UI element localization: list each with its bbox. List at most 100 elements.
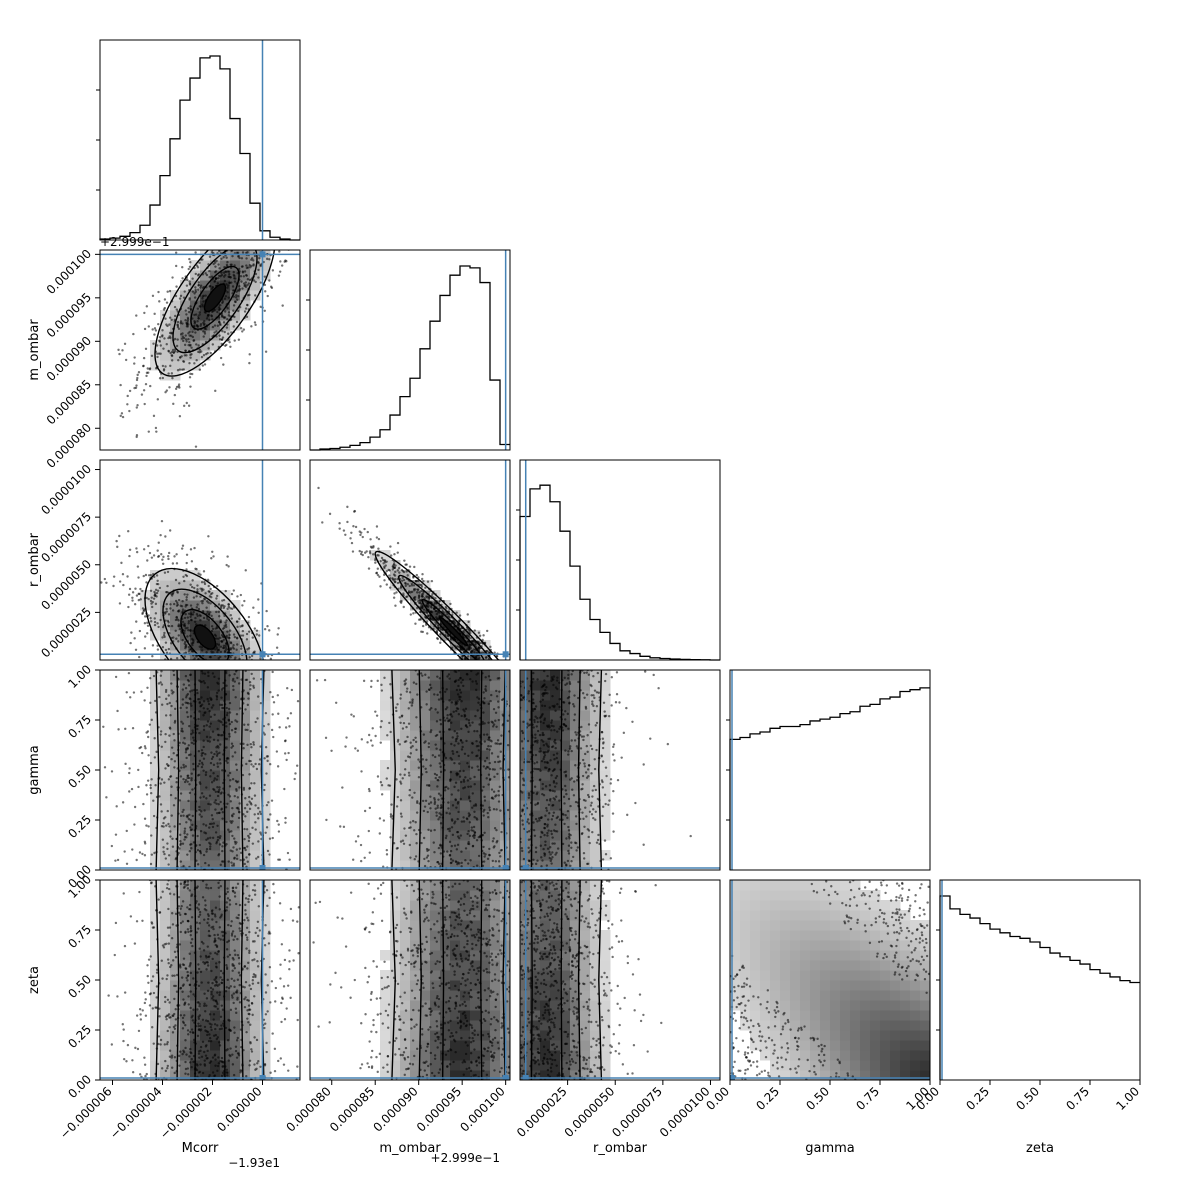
density-cell	[230, 750, 241, 761]
scatter-point	[110, 844, 114, 848]
scatter-point	[495, 689, 498, 693]
density-cell	[410, 680, 421, 691]
scatter-point	[165, 607, 168, 611]
scatter-point	[388, 586, 392, 589]
scatter-point	[213, 777, 217, 780]
density-cell	[160, 750, 171, 761]
scatter-point	[225, 820, 228, 824]
scatter-point	[158, 795, 161, 798]
scatter-point	[209, 722, 212, 725]
scatter-point	[160, 703, 164, 706]
scatter-point	[487, 816, 490, 819]
density-cell	[200, 810, 211, 821]
scatter-point	[210, 287, 213, 291]
scatter-point	[189, 697, 192, 701]
scatter-point	[248, 630, 251, 633]
scatter-point	[492, 807, 496, 811]
scatter-point	[250, 672, 253, 676]
scatter-point	[168, 734, 171, 737]
density-cell	[410, 850, 421, 861]
scatter-point	[416, 591, 419, 594]
scatter-point	[253, 321, 257, 324]
scatter-point	[315, 679, 319, 682]
density-cell	[440, 720, 451, 731]
scatter-point	[183, 838, 186, 841]
scatter-point	[93, 632, 95, 634]
density-cell	[250, 730, 261, 741]
scatter-point	[218, 843, 222, 846]
scatter-point	[200, 680, 203, 684]
density-cell	[210, 620, 221, 631]
contour-level	[193, 624, 217, 650]
scatter-point	[187, 267, 190, 271]
scatter-point	[152, 414, 156, 418]
density-cell	[150, 710, 161, 721]
scatter-point	[154, 602, 158, 606]
scatter-point	[164, 648, 168, 652]
scatter-point	[257, 232, 259, 234]
scatter-point	[231, 864, 234, 867]
scatter-point	[149, 761, 153, 765]
density-cell	[450, 830, 461, 841]
scatter-point	[173, 760, 177, 763]
scatter-point	[278, 689, 280, 691]
scatter-point	[208, 740, 212, 743]
scatter-point	[349, 537, 352, 540]
scatter-point	[204, 771, 208, 774]
scatter-point	[155, 595, 158, 598]
density-cell	[180, 690, 191, 701]
scatter-point	[185, 561, 188, 565]
scatter-point	[181, 610, 184, 613]
truth-marker	[502, 651, 509, 658]
scatter-point	[198, 645, 201, 648]
scatter-point	[286, 851, 290, 855]
scatter-point	[142, 574, 145, 578]
density-cell	[230, 690, 241, 701]
scatter-point	[455, 611, 458, 614]
scatter-point	[472, 804, 476, 807]
scatter-point	[165, 389, 169, 392]
scatter-point	[207, 313, 210, 317]
scatter-point	[187, 650, 191, 653]
scatter-point	[173, 337, 177, 341]
scatter-point	[183, 742, 187, 745]
scatter-point	[217, 237, 219, 239]
scatter-point	[258, 634, 261, 637]
scatter-point	[210, 698, 213, 702]
scatter-point	[460, 780, 463, 784]
density-cell	[490, 730, 501, 741]
scatter-point	[133, 823, 136, 826]
scatter-point	[183, 343, 187, 347]
scatter-point	[186, 774, 190, 777]
scatter-point	[134, 648, 138, 651]
scatter-point	[165, 762, 169, 766]
scatter-point	[141, 607, 145, 610]
density-cell	[210, 790, 221, 801]
scatter-point	[239, 227, 241, 229]
scatter-point	[225, 270, 228, 273]
density-cell	[250, 720, 261, 731]
scatter-point	[246, 743, 249, 747]
scatter-point	[409, 752, 413, 755]
scatter-point	[202, 707, 205, 710]
scatter-point	[126, 575, 129, 578]
scatter-point	[472, 825, 476, 829]
scatter-point	[449, 778, 452, 781]
scatter-point	[184, 309, 187, 312]
scatter-point	[232, 812, 235, 816]
scatter-point	[483, 759, 487, 763]
scatter-point	[235, 294, 238, 297]
scatter-point	[151, 600, 154, 604]
scatter-point	[208, 725, 211, 728]
density-cell	[410, 780, 421, 791]
scatter-point	[188, 813, 191, 817]
scatter-point	[213, 713, 216, 716]
scatter-point	[370, 679, 373, 683]
density-cell	[480, 680, 491, 691]
scatter-point	[167, 854, 171, 857]
scatter-point	[219, 650, 223, 654]
scatter-point	[385, 583, 389, 586]
scatter-point	[421, 624, 425, 628]
scatter-point	[439, 770, 443, 774]
scatter-point	[194, 331, 197, 334]
